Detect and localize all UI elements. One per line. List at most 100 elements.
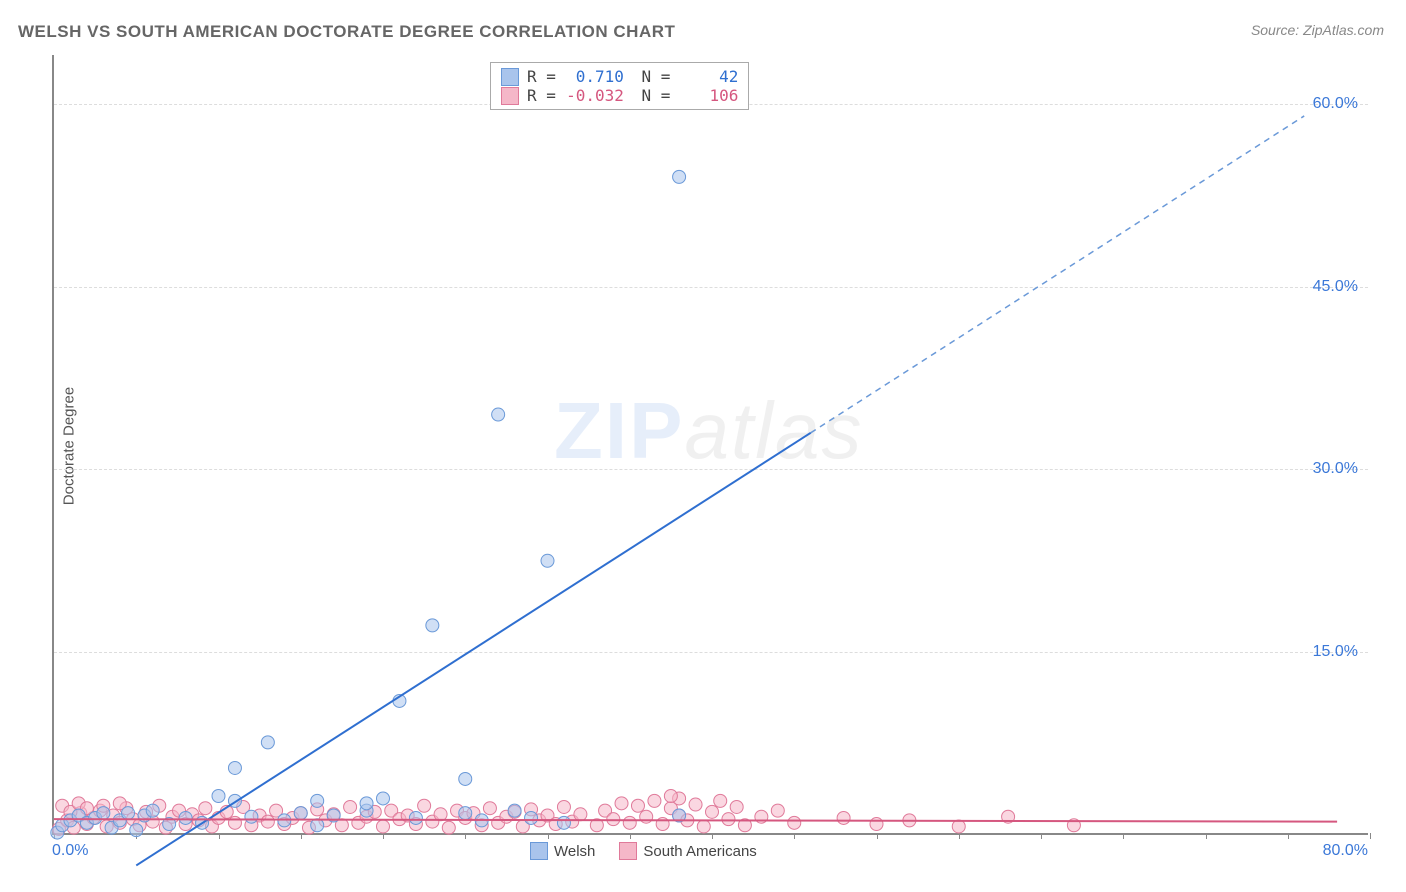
data-point: [870, 818, 883, 831]
legend-swatch: [619, 842, 637, 860]
legend-item: Welsh: [530, 842, 595, 860]
data-point: [771, 804, 784, 817]
data-point: [508, 804, 521, 817]
chart-container: WELSH VS SOUTH AMERICAN DOCTORATE DEGREE…: [0, 0, 1406, 892]
data-point: [459, 807, 472, 820]
x-tick: [219, 833, 220, 839]
x-axis-end-label: 80.0%: [1323, 842, 1368, 860]
x-tick: [1288, 833, 1289, 839]
y-tick-label: 15.0%: [1313, 643, 1358, 661]
data-point: [557, 816, 570, 829]
data-point: [483, 802, 496, 815]
legend-item: South Americans: [619, 842, 756, 860]
stat-n-value: 42: [678, 67, 738, 86]
stat-row: R = 0.710 N = 42: [501, 67, 738, 86]
stat-n-label: N =: [632, 67, 671, 86]
data-point: [525, 811, 538, 824]
x-tick: [630, 833, 631, 839]
data-point: [199, 802, 212, 815]
data-point: [311, 794, 324, 807]
data-point: [261, 736, 274, 749]
chart-title: WELSH VS SOUTH AMERICAN DOCTORATE DEGREE…: [18, 22, 675, 42]
data-point: [360, 797, 373, 810]
data-point: [722, 813, 735, 826]
x-tick: [1123, 833, 1124, 839]
data-point: [623, 816, 636, 829]
chart-svg: [54, 55, 1368, 833]
data-point: [714, 794, 727, 807]
data-point: [788, 816, 801, 829]
stat-n-label: N =: [632, 86, 671, 105]
data-point: [245, 810, 258, 823]
legend-label: South Americans: [643, 843, 756, 860]
y-tick-label: 60.0%: [1313, 95, 1358, 113]
data-point: [689, 798, 702, 811]
x-axis-start-label: 0.0%: [52, 842, 88, 860]
data-point: [541, 554, 554, 567]
stat-swatch: [501, 68, 519, 86]
data-point: [212, 790, 225, 803]
data-point: [434, 808, 447, 821]
data-point: [311, 819, 324, 832]
x-tick: [383, 833, 384, 839]
x-tick: [1206, 833, 1207, 839]
data-point: [377, 820, 390, 833]
data-point: [294, 807, 307, 820]
y-tick-label: 45.0%: [1313, 278, 1358, 296]
stat-n-value: 106: [678, 86, 738, 105]
data-point: [574, 808, 587, 821]
data-point: [146, 804, 159, 817]
data-point: [179, 811, 192, 824]
data-point: [97, 807, 110, 820]
x-tick: [1370, 833, 1371, 839]
x-tick: [465, 833, 466, 839]
data-point: [228, 761, 241, 774]
data-point: [377, 792, 390, 805]
data-point: [409, 811, 422, 824]
data-point: [697, 820, 710, 833]
x-tick: [301, 833, 302, 839]
data-point: [607, 813, 620, 826]
data-point: [664, 790, 677, 803]
y-tick-label: 30.0%: [1313, 460, 1358, 478]
regression-line: [136, 433, 810, 866]
regression-line-extrapolated: [811, 116, 1304, 433]
legend: Welsh South Americans: [530, 842, 757, 860]
data-point: [492, 408, 505, 421]
data-point: [631, 799, 644, 812]
stat-row: R = -0.032 N = 106: [501, 86, 738, 105]
plot-area: ZIPatlas: [52, 55, 1368, 835]
data-point: [228, 816, 241, 829]
data-point: [673, 170, 686, 183]
data-point: [418, 799, 431, 812]
source-label: Source: ZipAtlas.com: [1251, 22, 1384, 38]
data-point: [442, 821, 455, 834]
correlation-stat-box: R = 0.710 N = 42 R = -0.032 N = 106: [490, 62, 749, 110]
data-point: [615, 797, 628, 810]
data-point: [130, 824, 143, 837]
stat-r-value: 0.710: [564, 67, 624, 86]
x-tick: [712, 833, 713, 839]
x-tick: [1041, 833, 1042, 839]
data-point: [648, 794, 661, 807]
x-tick: [877, 833, 878, 839]
data-point: [557, 800, 570, 813]
stat-r-label: R =: [527, 86, 556, 105]
x-tick: [794, 833, 795, 839]
stat-swatch: [501, 87, 519, 105]
data-point: [122, 807, 135, 820]
data-point: [426, 619, 439, 632]
data-point: [706, 805, 719, 818]
stat-r-value: -0.032: [564, 86, 624, 105]
x-tick: [548, 833, 549, 839]
data-point: [344, 800, 357, 813]
data-point: [837, 811, 850, 824]
data-point: [261, 815, 274, 828]
data-point: [952, 820, 965, 833]
stat-r-label: R =: [527, 67, 556, 86]
data-point: [730, 800, 743, 813]
data-point: [459, 772, 472, 785]
x-tick: [959, 833, 960, 839]
legend-label: Welsh: [554, 843, 595, 860]
legend-swatch: [530, 842, 548, 860]
